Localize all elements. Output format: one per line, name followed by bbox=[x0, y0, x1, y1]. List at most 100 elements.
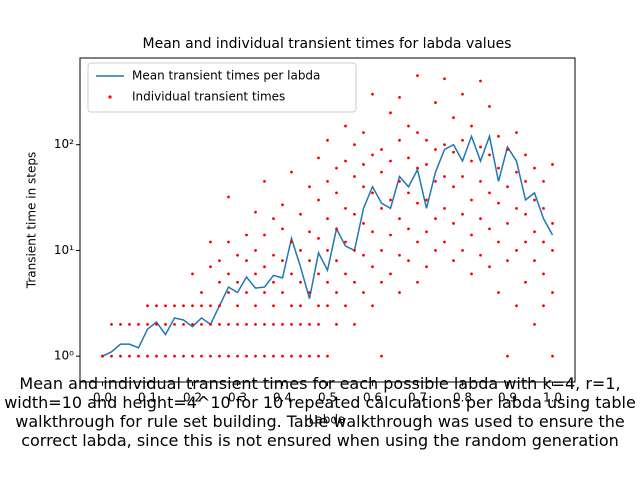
point bbox=[371, 92, 374, 96]
point bbox=[263, 322, 266, 326]
point bbox=[398, 291, 401, 294]
point bbox=[506, 185, 509, 189]
point bbox=[119, 354, 122, 358]
point bbox=[173, 354, 176, 358]
point bbox=[281, 227, 284, 231]
point bbox=[263, 233, 266, 237]
point bbox=[371, 191, 374, 195]
point bbox=[533, 230, 536, 234]
point bbox=[263, 354, 266, 358]
point bbox=[434, 148, 437, 151]
point bbox=[191, 322, 194, 326]
point bbox=[416, 166, 419, 170]
point bbox=[317, 304, 320, 308]
point bbox=[470, 233, 473, 237]
point bbox=[515, 304, 518, 308]
point bbox=[497, 240, 500, 244]
point bbox=[371, 304, 374, 308]
point bbox=[506, 222, 509, 225]
point bbox=[236, 253, 239, 257]
point bbox=[353, 322, 356, 326]
point bbox=[461, 249, 464, 252]
point bbox=[272, 322, 275, 326]
point bbox=[353, 249, 356, 252]
point bbox=[416, 201, 419, 205]
point bbox=[308, 185, 311, 189]
point bbox=[245, 291, 248, 294]
point bbox=[398, 138, 401, 142]
point bbox=[281, 354, 284, 358]
point bbox=[497, 291, 500, 294]
point bbox=[524, 212, 527, 216]
point bbox=[353, 175, 356, 178]
point bbox=[173, 322, 176, 326]
point bbox=[461, 175, 464, 178]
point bbox=[218, 354, 221, 358]
point bbox=[335, 322, 338, 326]
point bbox=[200, 304, 203, 308]
point bbox=[389, 111, 392, 115]
point bbox=[236, 354, 239, 358]
point bbox=[218, 304, 221, 308]
point bbox=[524, 280, 527, 284]
point bbox=[488, 105, 491, 108]
point bbox=[515, 170, 518, 174]
point bbox=[434, 249, 437, 252]
point bbox=[326, 354, 329, 358]
point bbox=[308, 322, 311, 326]
point bbox=[506, 259, 509, 263]
point bbox=[236, 322, 239, 326]
point bbox=[209, 304, 212, 308]
point bbox=[128, 322, 131, 326]
point bbox=[434, 101, 437, 104]
point bbox=[551, 291, 554, 294]
point bbox=[218, 280, 221, 284]
point bbox=[335, 166, 338, 170]
point bbox=[335, 291, 338, 294]
point bbox=[137, 322, 140, 326]
point bbox=[200, 354, 203, 358]
point bbox=[155, 354, 158, 358]
x-tick-label: 1.0 bbox=[543, 391, 562, 405]
y-tick-label: 10¹ bbox=[54, 243, 74, 257]
point bbox=[254, 354, 257, 358]
legend-label: Mean transient times per labda bbox=[132, 69, 320, 83]
point bbox=[299, 249, 302, 252]
point bbox=[182, 354, 185, 358]
point bbox=[299, 212, 302, 216]
point bbox=[317, 198, 320, 202]
point bbox=[191, 272, 194, 276]
point bbox=[344, 240, 347, 244]
point bbox=[533, 198, 536, 202]
point bbox=[461, 92, 464, 96]
point bbox=[227, 272, 230, 276]
point bbox=[515, 206, 518, 210]
point bbox=[218, 259, 221, 263]
point bbox=[326, 138, 329, 142]
point bbox=[335, 259, 338, 263]
point bbox=[191, 304, 194, 308]
point bbox=[425, 198, 428, 202]
point bbox=[542, 240, 545, 244]
point bbox=[227, 322, 230, 326]
point bbox=[515, 249, 518, 252]
point bbox=[146, 322, 149, 326]
point bbox=[443, 77, 446, 81]
point bbox=[236, 280, 239, 284]
point bbox=[272, 253, 275, 257]
point bbox=[362, 222, 365, 225]
point bbox=[470, 198, 473, 202]
point bbox=[263, 265, 266, 269]
point bbox=[479, 253, 482, 257]
point bbox=[209, 265, 212, 269]
point bbox=[542, 206, 545, 210]
point bbox=[200, 322, 203, 326]
point bbox=[524, 153, 527, 157]
point bbox=[425, 163, 428, 166]
point bbox=[245, 259, 248, 263]
point bbox=[551, 354, 554, 358]
point bbox=[164, 354, 167, 358]
point bbox=[308, 291, 311, 294]
point bbox=[389, 159, 392, 163]
